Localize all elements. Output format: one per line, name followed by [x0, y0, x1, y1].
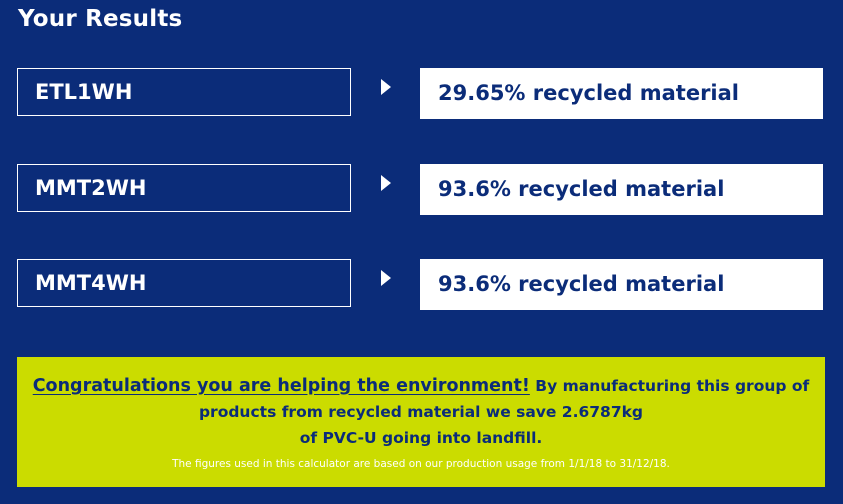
banner-text-1: By manufacturing this group of: [535, 377, 810, 395]
result-row: MMT4WH 93.6% recycled material: [0, 259, 843, 311]
arrow-right-icon: [381, 175, 391, 191]
banner-message: Congratulations you are helping the envi…: [17, 373, 825, 451]
recycled-result-box: 93.6% recycled material: [420, 164, 823, 215]
arrow-right-icon: [381, 79, 391, 95]
recycled-result-box: 29.65% recycled material: [420, 68, 823, 119]
banner-text-3: of PVC-U going into landfill.: [299, 429, 543, 447]
banner-text-2: products from recycled material we save …: [198, 403, 644, 421]
product-code-box: MMT4WH: [17, 259, 351, 307]
recycled-result-box: 93.6% recycled material: [420, 259, 823, 310]
result-row: ETL1WH 29.65% recycled material: [0, 68, 843, 120]
arrow-right-icon: [381, 270, 391, 286]
product-code-box: ETL1WH: [17, 68, 351, 116]
result-row: MMT2WH 93.6% recycled material: [0, 164, 843, 216]
product-code-box: MMT2WH: [17, 164, 351, 212]
banner-headline: Congratulations you are helping the envi…: [32, 376, 530, 396]
environment-banner: Congratulations you are helping the envi…: [17, 357, 825, 487]
banner-line-1: Congratulations you are helping the envi…: [17, 373, 825, 399]
banner-footnote: The figures used in this calculator are …: [172, 458, 670, 470]
page-title: Your Results: [18, 6, 183, 32]
